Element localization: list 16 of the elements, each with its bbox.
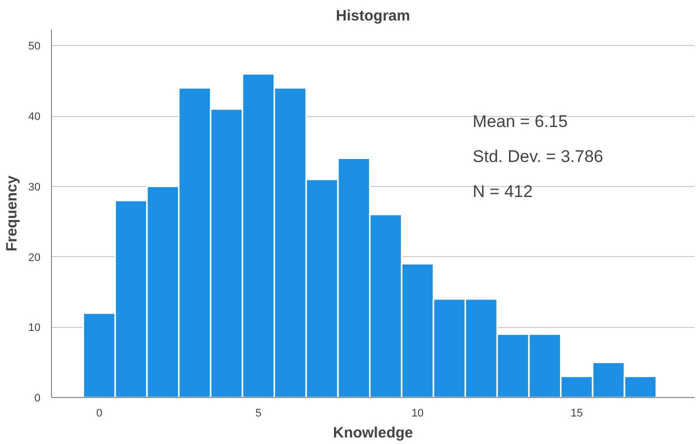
y-tick-label: 50 <box>28 40 41 53</box>
annotation: Mean = 6.15 <box>472 112 568 131</box>
x-tick-label: 0 <box>96 408 102 420</box>
x-tick-label: 5 <box>255 408 262 420</box>
y-tick-label: 40 <box>28 111 41 124</box>
y-tick-label: 10 <box>28 322 41 334</box>
y-tick-label: 0 <box>34 392 41 404</box>
chart-title: Histogram <box>336 8 410 24</box>
x-tick-label: 15 <box>570 408 583 420</box>
x-axis-title: Knowledge <box>333 424 414 442</box>
x-tick-label: 10 <box>411 408 424 420</box>
annotation: N = 412 <box>472 182 533 201</box>
y-tick-label: 20 <box>28 252 41 264</box>
y-tick-label: 30 <box>28 181 41 194</box>
y-axis-title: Frequency <box>3 174 20 252</box>
annotation: Std. Dev. = 3.786 <box>472 146 604 166</box>
